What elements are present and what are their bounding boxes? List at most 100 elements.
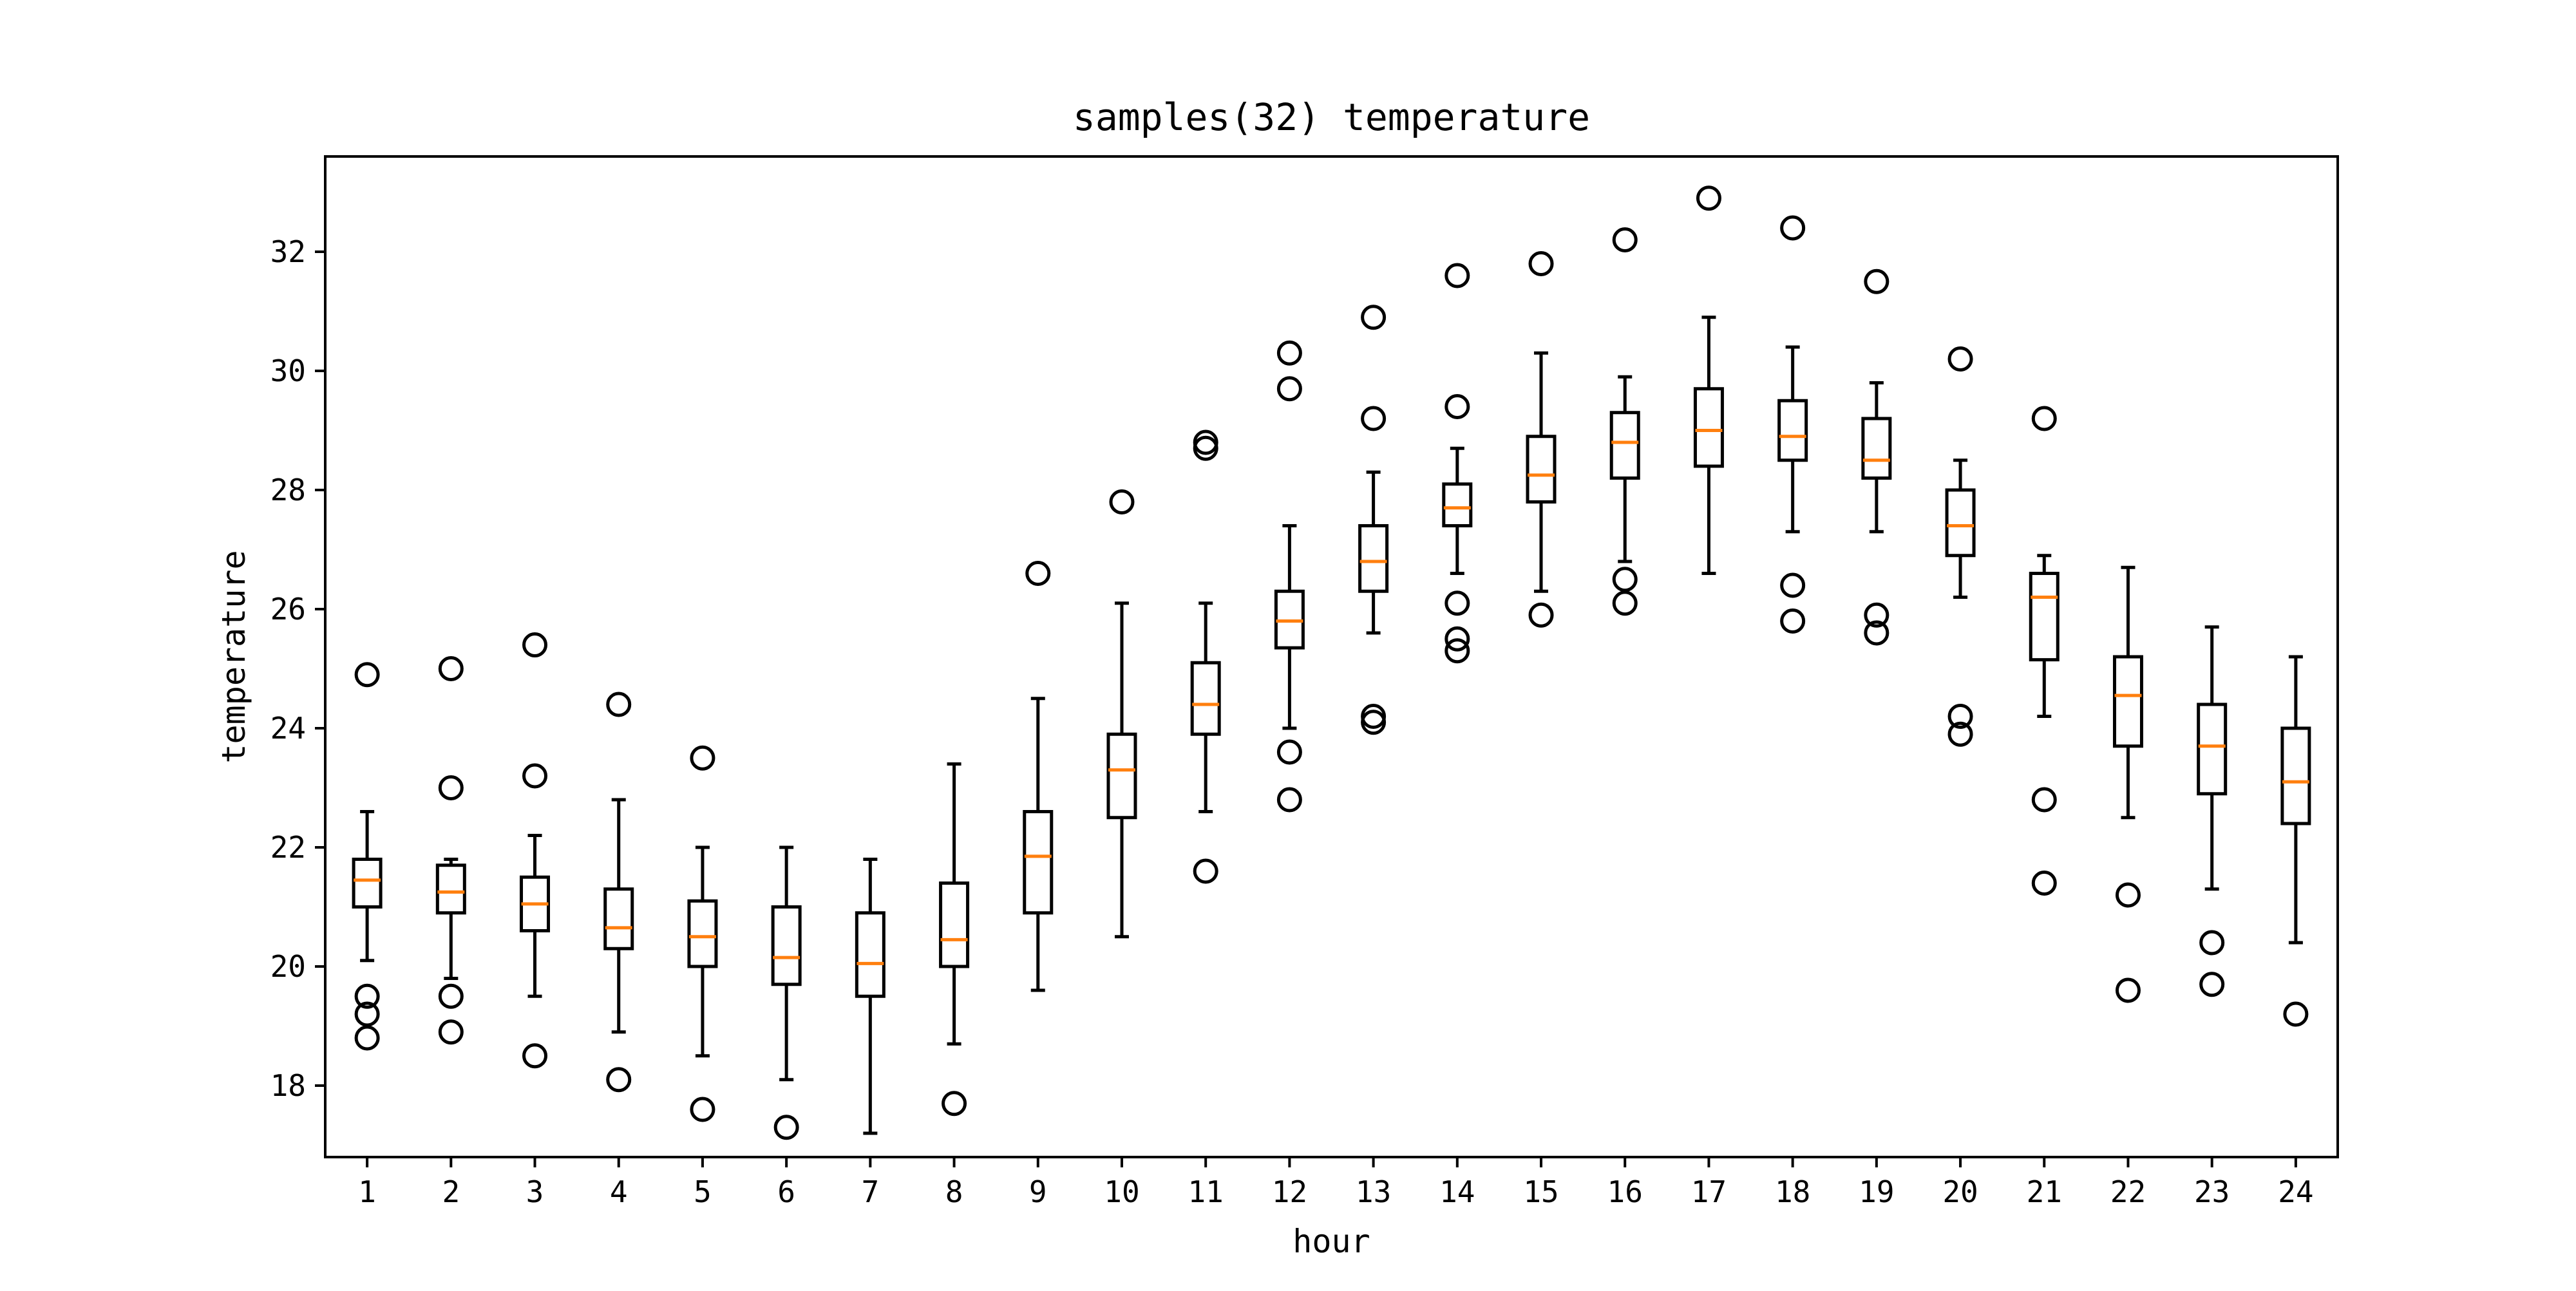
- box-iqr: [2029, 572, 2060, 662]
- y-tick-label: 20: [270, 949, 306, 984]
- outlier-point: [1025, 561, 1051, 586]
- x-tick-label: 2: [442, 1174, 460, 1209]
- outlier-point: [438, 656, 464, 681]
- x-tick-label: 20: [1942, 1174, 1978, 1209]
- box-iqr: [2197, 702, 2228, 796]
- outlier-point: [1193, 435, 1218, 461]
- outlier-point: [354, 662, 380, 688]
- box-iqr: [1190, 661, 1221, 736]
- box-iqr: [771, 905, 802, 986]
- x-tick-label: 17: [1691, 1174, 1727, 1209]
- outlier-point: [1528, 602, 1554, 628]
- y-axis-title: temperature: [215, 550, 252, 763]
- outlier-point: [1864, 602, 1889, 628]
- outlier-point: [438, 1019, 464, 1045]
- box-iqr: [2280, 726, 2311, 825]
- outlier-point: [354, 1025, 380, 1051]
- outlier-point: [1947, 346, 1973, 372]
- outlier-point: [2199, 930, 2225, 956]
- x-tick-label: 24: [2278, 1174, 2313, 1209]
- outlier-point: [438, 775, 464, 800]
- outlier-point: [2115, 977, 2141, 1003]
- chart-title: samples(32) temperature: [1073, 95, 1590, 139]
- outlier-point: [1276, 787, 1302, 813]
- outlier-point: [522, 763, 548, 789]
- y-tick-label: 26: [270, 592, 306, 627]
- outlier-point: [773, 1115, 799, 1140]
- outlier-point: [1444, 590, 1470, 616]
- box-iqr: [1777, 399, 1808, 462]
- outlier-point: [606, 692, 632, 717]
- y-tick-label: 24: [270, 711, 306, 746]
- x-tick-label: 14: [1439, 1174, 1475, 1209]
- outlier-point: [1109, 489, 1135, 514]
- outlier-point: [1444, 263, 1470, 288]
- x-tick-label: 7: [862, 1174, 880, 1209]
- outlier-point: [1612, 590, 1638, 616]
- outlier-point: [522, 1043, 548, 1069]
- box-iqr: [1861, 417, 1892, 480]
- x-tick-label: 10: [1104, 1174, 1139, 1209]
- outlier-point: [1361, 406, 1387, 431]
- box-iqr: [1693, 387, 1724, 468]
- outlier-point: [438, 983, 464, 1009]
- outlier-point: [1528, 251, 1554, 276]
- box-iqr: [1609, 411, 1640, 480]
- box-iqr: [1023, 810, 1054, 915]
- outlier-point: [1780, 608, 1806, 634]
- outlier-point: [2199, 972, 2225, 997]
- y-tick-label: 30: [270, 353, 306, 388]
- x-tick-label: 15: [1523, 1174, 1558, 1209]
- outlier-point: [690, 745, 715, 771]
- outlier-point: [1361, 710, 1387, 735]
- outlier-point: [1444, 626, 1470, 652]
- outlier-point: [1947, 721, 1973, 747]
- x-tick-label: 16: [1607, 1174, 1643, 1209]
- x-tick-label: 21: [2027, 1174, 2062, 1209]
- x-tick-label: 5: [694, 1174, 712, 1209]
- outlier-point: [2031, 406, 2057, 431]
- box-iqr: [1106, 732, 1137, 820]
- outlier-point: [1947, 704, 1973, 729]
- x-tick-label: 11: [1188, 1174, 1223, 1209]
- x-tick-label: 12: [1272, 1174, 1307, 1209]
- x-tick-label: 19: [1859, 1174, 1894, 1209]
- x-tick-label: 13: [1356, 1174, 1391, 1209]
- outlier-point: [1193, 858, 1218, 884]
- plot-frame: [324, 155, 2339, 1158]
- x-tick-label: 4: [610, 1174, 628, 1209]
- outlier-point: [1612, 567, 1638, 592]
- outlier-point: [1780, 572, 1806, 598]
- outlier-point: [1276, 376, 1302, 402]
- outlier-point: [522, 632, 548, 657]
- outlier-point: [1696, 185, 1721, 211]
- outlier-point: [1444, 638, 1470, 664]
- y-tick-label: 28: [270, 473, 306, 507]
- box-iqr: [352, 858, 383, 909]
- outlier-point: [354, 983, 380, 1009]
- x-axis-title: hour: [1293, 1223, 1370, 1260]
- box-iqr: [687, 899, 718, 968]
- outlier-point: [1444, 394, 1470, 419]
- plot-area: 1 2 3 4 5 6 7 8 9 10 11 12 13 14 15 16 17 18 19 20 21 22 23 241…: [270, 155, 2339, 1209]
- x-tick-label: 22: [2110, 1174, 2146, 1209]
- outlier-point: [1864, 269, 1889, 294]
- outlier-point: [2283, 1001, 2309, 1027]
- x-tick-label: 9: [1029, 1174, 1047, 1209]
- x-tick-label: 6: [777, 1174, 795, 1209]
- outlier-point: [942, 1091, 967, 1117]
- box-iqr: [1442, 482, 1473, 527]
- box-iqr: [2112, 655, 2143, 748]
- y-tick-label: 22: [270, 830, 306, 865]
- outlier-point: [1612, 227, 1638, 252]
- outlier-point: [2031, 787, 2057, 813]
- outlier-point: [690, 1097, 715, 1122]
- x-tick-label: 8: [945, 1174, 963, 1209]
- box-iqr: [435, 863, 466, 915]
- outlier-point: [1361, 305, 1387, 330]
- box-iqr: [855, 911, 886, 998]
- x-tick-label: 18: [1775, 1174, 1810, 1209]
- box-iqr: [603, 887, 634, 950]
